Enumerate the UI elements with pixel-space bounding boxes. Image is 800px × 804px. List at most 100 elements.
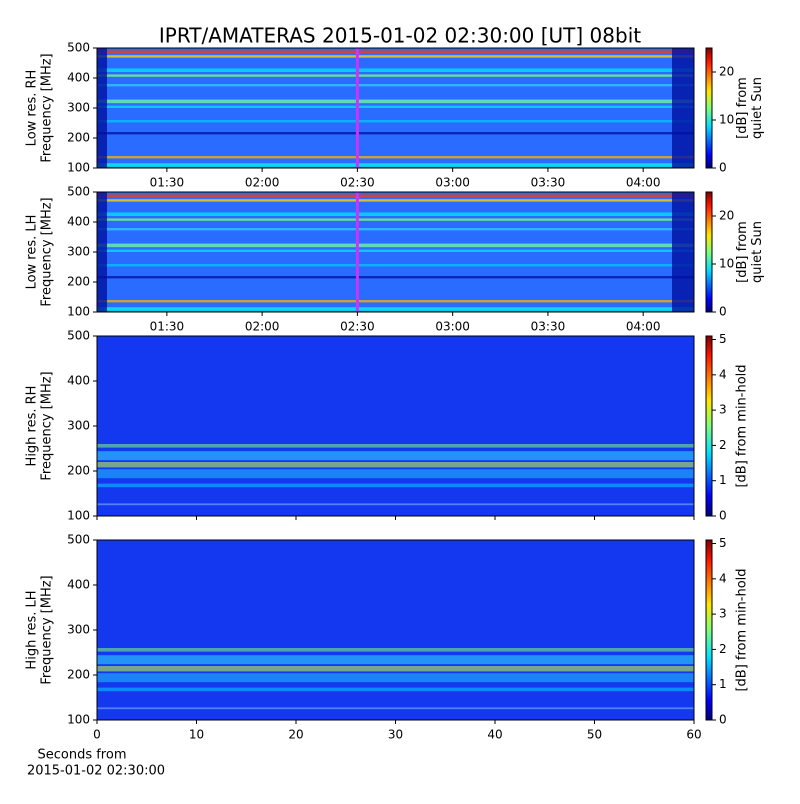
spectrogram-band bbox=[97, 469, 694, 479]
y-tick-label: 400 bbox=[67, 374, 90, 388]
colorbar-tick-label: 5 bbox=[719, 536, 727, 550]
spectrogram-band bbox=[97, 300, 694, 303]
y-axis-label: Frequency [MHz] bbox=[40, 371, 55, 480]
y-tick-label: 500 bbox=[67, 185, 90, 199]
colorbar-tick-label: 10 bbox=[719, 113, 734, 127]
spectrogram-band bbox=[97, 218, 694, 221]
y-tick-label: 100 bbox=[67, 713, 90, 727]
colorbar-label: [dB] from bbox=[735, 77, 750, 139]
spectrogram-band bbox=[97, 243, 694, 248]
y-axis-label: High res. RH bbox=[25, 386, 40, 467]
y-tick-label: 500 bbox=[67, 329, 90, 343]
spectrogram-band bbox=[97, 249, 694, 252]
spectrogram-band bbox=[97, 120, 694, 123]
spectrogram-band bbox=[97, 707, 694, 710]
colorbar-label: quiet Sun bbox=[750, 77, 765, 139]
x-tick-label: 04:00 bbox=[626, 176, 661, 190]
spectrogram-band bbox=[97, 105, 694, 108]
spectrogram-band bbox=[97, 163, 694, 167]
y-tick-label: 200 bbox=[67, 668, 90, 682]
x-tick-label: 30 bbox=[388, 728, 403, 742]
y-tick-label: 300 bbox=[67, 623, 90, 637]
y-tick-label: 400 bbox=[67, 71, 90, 85]
colorbar-label: [dB] from min-hold bbox=[735, 364, 750, 487]
colorbar-tick-label: 2 bbox=[719, 438, 727, 452]
spectrogram-band bbox=[97, 666, 694, 672]
colorbar-tick-label: 5 bbox=[719, 332, 727, 346]
x-tick-label: 02:30 bbox=[340, 320, 375, 334]
colorbar-tick-label: 1 bbox=[719, 677, 727, 691]
spectrogram-band bbox=[97, 687, 694, 692]
colorbar-tick-label: 2 bbox=[719, 642, 727, 656]
x-tick-label: 01:30 bbox=[150, 176, 185, 190]
y-tick-label: 300 bbox=[67, 101, 90, 115]
spectrogram-band bbox=[97, 132, 694, 135]
colorbar-label: quiet Sun bbox=[750, 221, 765, 283]
colorbar bbox=[705, 191, 713, 313]
x-tick-label: 40 bbox=[487, 728, 502, 742]
colorbar-label: [dB] from bbox=[735, 221, 750, 283]
colorbar bbox=[705, 539, 713, 721]
spectrogram-edge bbox=[97, 48, 107, 168]
y-axis-label: Low res. RH bbox=[25, 70, 40, 147]
y-tick-label: 200 bbox=[67, 131, 90, 145]
spectrogram-band bbox=[97, 194, 694, 198]
x-tick-label: 0 bbox=[93, 728, 101, 742]
colorbar bbox=[705, 335, 713, 517]
colorbar-label: [dB] from min-hold bbox=[735, 568, 750, 691]
x-axis-label: Seconds from bbox=[37, 748, 126, 763]
y-axis-label: High res. LH bbox=[25, 590, 40, 669]
spectrogram-band bbox=[97, 55, 694, 58]
y-tick-label: 500 bbox=[67, 41, 90, 55]
x-tick-label: 02:00 bbox=[245, 320, 280, 334]
y-tick-label: 200 bbox=[67, 464, 90, 478]
colorbar-tick-label: 4 bbox=[719, 571, 727, 585]
y-axis-label: Frequency [MHz] bbox=[40, 197, 55, 306]
colorbar-tick-label: 0 bbox=[719, 509, 727, 523]
x-tick-label: 03:00 bbox=[435, 176, 470, 190]
colorbar-tick-label: 20 bbox=[719, 209, 734, 223]
spectrogram-band bbox=[97, 655, 694, 665]
spectrogram bbox=[97, 540, 694, 720]
x-tick-label: 03:30 bbox=[531, 176, 566, 190]
colorbar bbox=[705, 47, 713, 169]
y-tick-label: 200 bbox=[67, 275, 90, 289]
spectrogram-band bbox=[97, 99, 694, 104]
spectrogram-band bbox=[97, 199, 694, 202]
colorbar-tick-label: 3 bbox=[719, 403, 727, 417]
spectrogram-edge bbox=[672, 48, 694, 168]
y-tick-label: 100 bbox=[67, 161, 90, 175]
x-tick-label: 20 bbox=[288, 728, 303, 742]
y-axis-label: Low res. LH bbox=[25, 215, 40, 290]
x-axis-label: 2015-01-02 02:30:00 bbox=[27, 764, 165, 779]
x-tick-label: 50 bbox=[587, 728, 602, 742]
spectrogram-edge bbox=[672, 192, 694, 312]
y-tick-label: 100 bbox=[67, 509, 90, 523]
x-tick-label: 03:30 bbox=[531, 320, 566, 334]
x-tick-label: 60 bbox=[686, 728, 701, 742]
spectrogram-band bbox=[97, 264, 694, 267]
colorbar-tick-label: 0 bbox=[719, 161, 727, 175]
spectrogram-band bbox=[97, 84, 694, 87]
x-tick-label: 04:00 bbox=[626, 320, 661, 334]
x-tick-label: 01:30 bbox=[150, 320, 185, 334]
colorbar-tick-label: 1 bbox=[719, 473, 727, 487]
spectrogram-band bbox=[97, 451, 694, 461]
x-tick-label: 10 bbox=[189, 728, 204, 742]
spectrogram-band bbox=[97, 307, 694, 311]
spectrogram-band bbox=[97, 212, 694, 216]
spectrogram-band bbox=[97, 68, 694, 72]
y-tick-label: 400 bbox=[67, 215, 90, 229]
spectrogram-edge bbox=[97, 192, 107, 312]
y-tick-label: 300 bbox=[67, 245, 90, 259]
colorbar-tick-label: 20 bbox=[719, 65, 734, 79]
x-tick-label: 02:00 bbox=[245, 176, 280, 190]
y-tick-label: 500 bbox=[67, 533, 90, 547]
spectrogram bbox=[97, 336, 694, 516]
colorbar-tick-label: 0 bbox=[719, 305, 727, 319]
colorbar-tick-label: 0 bbox=[719, 713, 727, 727]
spectrogram-band bbox=[97, 74, 694, 77]
spectrogram-band bbox=[97, 444, 694, 448]
spectrogram-band bbox=[97, 50, 694, 54]
spectrogram-band bbox=[97, 462, 694, 468]
